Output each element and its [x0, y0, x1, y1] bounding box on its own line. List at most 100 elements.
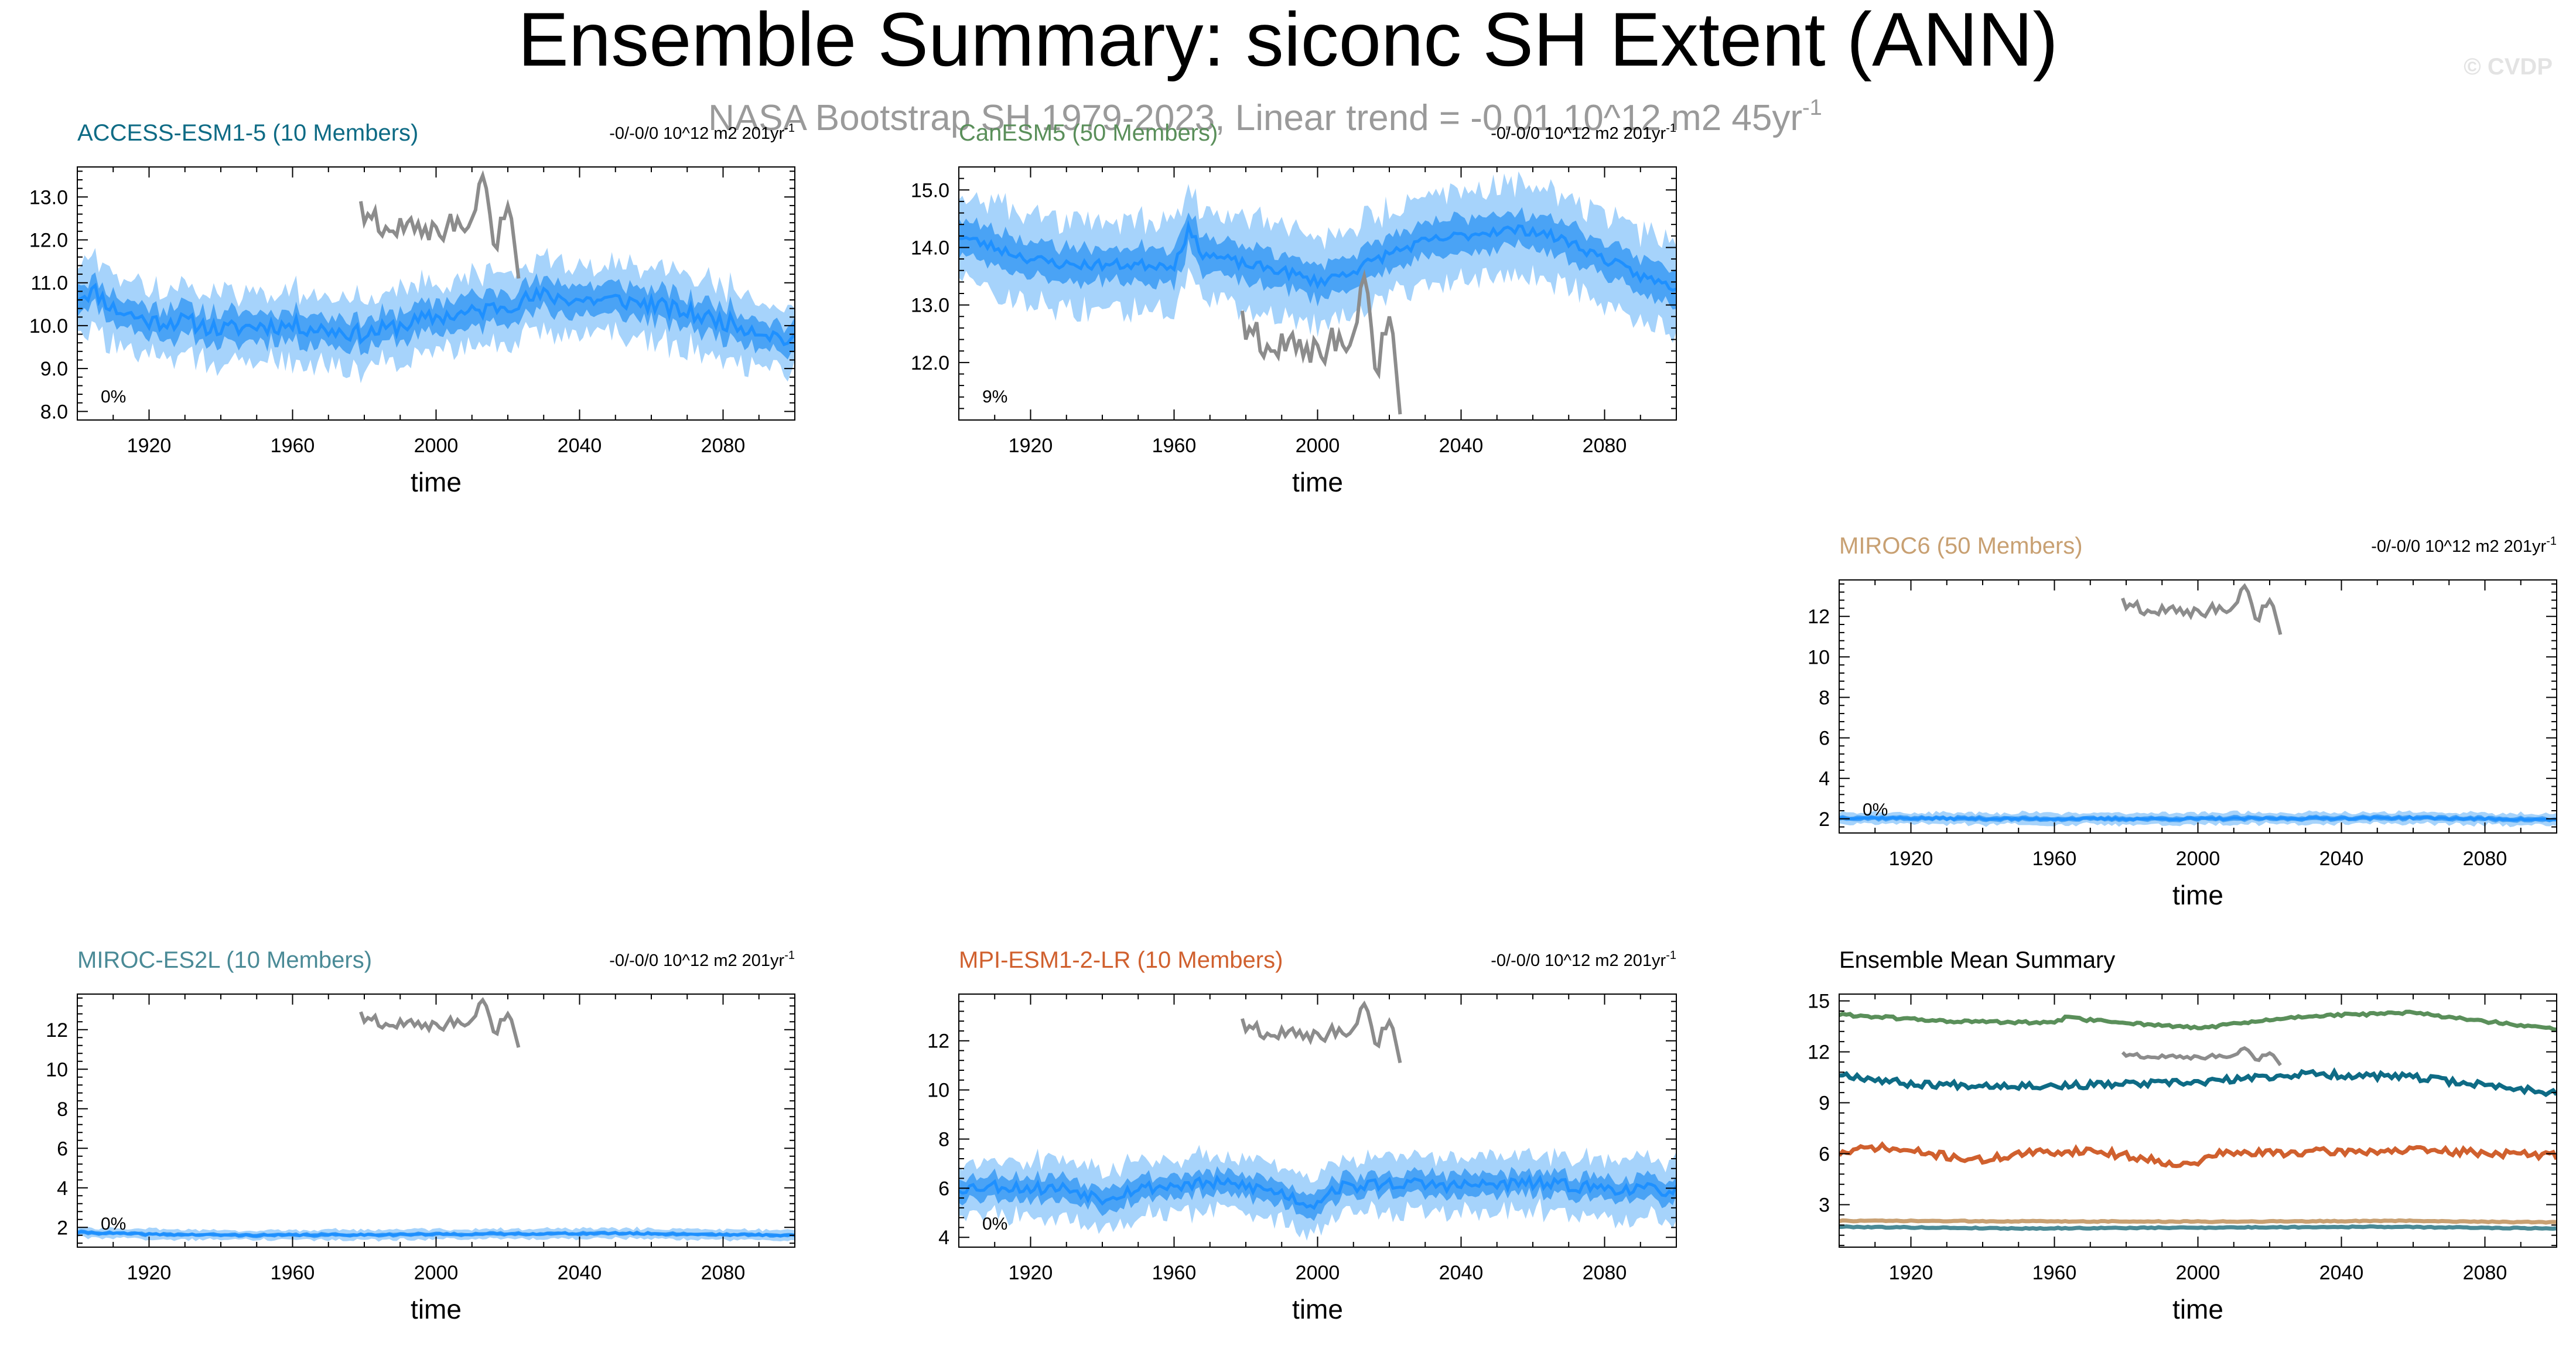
trend-label-text: -0/-0/0 10^12 m2 201yr [1491, 951, 1666, 970]
plot-area [959, 171, 1676, 343]
spread-band-inner [959, 1166, 1676, 1221]
y-tick-label: 8 [938, 1128, 949, 1150]
y-tick-label: 2 [57, 1217, 68, 1239]
obs-label: NASA Bootstrap SH 1979-2023, Linear tren… [708, 95, 1822, 138]
ensemble-mean-line [1839, 815, 2557, 822]
spread-band-outer [959, 171, 1676, 343]
panel-title: CanESM5 (50 Members) [959, 120, 1218, 146]
y-tick-label: 6 [1819, 728, 1830, 750]
panel-summary: 1920 1960 2000 2040 2080 time 3 6 9 12 15 Ensemble … [1808, 947, 2557, 1324]
y-tick-label: 4 [57, 1177, 68, 1200]
x-axis: 1920 1960 2000 2040 2080 time [1839, 580, 2557, 910]
panel-title: Ensemble Mean Summary [1839, 947, 2115, 973]
y-tick-label: 8.0 [40, 401, 68, 423]
y-axis: 2 4 6 8 10 12 [46, 997, 795, 1244]
y-tick-label: 10 [1808, 646, 1830, 668]
x-tick-label: 1920 [1009, 435, 1053, 457]
x-tick-label: 2080 [701, 1262, 746, 1284]
y-tick-label: 2 [1819, 808, 1830, 831]
x-tick-label: 2080 [2463, 848, 2507, 870]
x-tick-label: 2040 [2319, 1262, 2364, 1284]
x-tick-label: 2080 [701, 435, 746, 457]
x-axis-label: time [1292, 1294, 1343, 1324]
trend-label: -0/-0/0 10^12 m2 201yr-1 [609, 949, 795, 970]
y-tick-label: 15.0 [911, 179, 949, 202]
panel-canesm: 1920 1960 2000 2040 2080 time 12.0 13.0 14.0 15.0… [911, 120, 1677, 497]
plot-frame [1839, 993, 2557, 1248]
x-tick-label: 2080 [1583, 435, 1627, 457]
y-axis: 3 6 9 12 15 [1808, 991, 2557, 1247]
panel-title: MIROC6 (50 Members) [1839, 533, 2083, 559]
x-axis: 1920 1960 2000 2040 2080 time [1839, 994, 2557, 1324]
y-tick-label: 12 [46, 1019, 68, 1042]
x-tick-label: 2080 [1583, 1262, 1627, 1284]
x-tick-label: 2040 [558, 1262, 602, 1284]
x-tick-label: 2040 [1439, 1262, 1484, 1284]
trend-label-exponent: -1 [2546, 535, 2557, 548]
y-tick-label: 12.0 [911, 352, 949, 374]
plot-area [1839, 1009, 2557, 1231]
panel-title: MIROC-ES2L (10 Members) [77, 947, 372, 973]
figure-title: Ensemble Summary: siconc SH Extent (ANN) [518, 0, 2058, 82]
y-tick-label: 10 [927, 1080, 949, 1102]
x-tick-label: 1920 [127, 1262, 172, 1284]
y-tick-label: 15 [1808, 991, 1830, 1013]
trend-label-exponent: -1 [1666, 949, 1676, 962]
y-tick-label: 12 [927, 1030, 949, 1053]
observations-line [358, 170, 521, 279]
y-tick-label: 10.0 [29, 315, 68, 337]
ensemble-mean-line [77, 1230, 795, 1238]
x-tick-label: 1960 [1152, 1262, 1197, 1284]
percent-label: 9% [982, 387, 1007, 407]
panels: 1920 1960 2000 2040 2080 time 8.0 9.0 10.0 11.0 12… [29, 120, 2557, 1324]
plot-frame [1839, 579, 2557, 834]
trend-label-exponent: -1 [784, 122, 795, 135]
x-axis-label: time [411, 467, 462, 497]
obs-label-exponent: -1 [1802, 95, 1822, 120]
observations-line [2121, 1046, 2282, 1067]
x-tick-label: 2000 [414, 1262, 459, 1284]
x-tick-label: 1920 [1889, 1262, 1933, 1284]
plot-area [77, 1226, 795, 1242]
x-axis-label: time [2172, 1294, 2223, 1324]
y-tick-label: 6 [57, 1138, 68, 1160]
y-axis: 8.0 9.0 10.0 11.0 12.0 13.0 [29, 170, 795, 423]
x-tick-label: 2000 [1296, 1262, 1340, 1284]
panel-access: 1920 1960 2000 2040 2080 time 8.0 9.0 10.0 11.0 12… [29, 120, 795, 497]
plot-area [77, 248, 795, 384]
x-tick-label: 2040 [1439, 435, 1484, 457]
x-axis: 1920 1960 2000 2040 2080 time [958, 167, 1677, 497]
observations-line [1240, 269, 1402, 415]
ensemble-mean-line [959, 1174, 1676, 1210]
y-axis: 12.0 13.0 14.0 15.0 [911, 166, 1676, 421]
x-tick-label: 2040 [2319, 848, 2364, 870]
x-axis: 1920 1960 2000 2040 2080 time [77, 994, 795, 1324]
trend-label-text: -0/-0/0 10^12 m2 201yr [609, 124, 784, 143]
x-tick-label: 1920 [1889, 848, 1933, 870]
panel-miroc6: 1920 1960 2000 2040 2080 time 2 4 6 8 10 12 MIROC6 (… [1808, 533, 2557, 910]
percent-label: 0% [101, 1214, 126, 1234]
x-tick-label: 1920 [127, 435, 172, 457]
plot-area [959, 1145, 1676, 1241]
y-tick-label: 6 [1819, 1143, 1830, 1166]
series-line-miroc6 [1839, 1218, 2557, 1225]
trend-label: -0/-0/0 10^12 m2 201yr-1 [2371, 535, 2557, 556]
percent-label: 0% [982, 1214, 1007, 1234]
x-axis: 1920 1960 2000 2040 2080 time [77, 167, 795, 497]
x-axis-label: time [411, 1294, 462, 1324]
x-axis-label: time [2172, 880, 2223, 910]
y-tick-label: 9 [1819, 1092, 1830, 1115]
y-tick-label: 13.0 [911, 295, 949, 317]
trend-label: -0/-0/0 10^12 m2 201yr-1 [1491, 949, 1676, 970]
ensemble-mean-line [77, 282, 795, 347]
y-tick-label: 13.0 [29, 186, 68, 209]
x-tick-label: 1960 [2032, 1262, 2077, 1284]
observations-line [2121, 583, 2283, 636]
trend-label: -0/-0/0 10^12 m2 201yr-1 [609, 122, 795, 143]
y-tick-label: 6 [938, 1177, 949, 1200]
y-tick-label: 4 [938, 1227, 949, 1249]
plot-area [1839, 810, 2557, 827]
plot-frame [77, 993, 795, 1248]
trend-label-text: -0/-0/0 10^12 m2 201yr [1491, 124, 1666, 143]
